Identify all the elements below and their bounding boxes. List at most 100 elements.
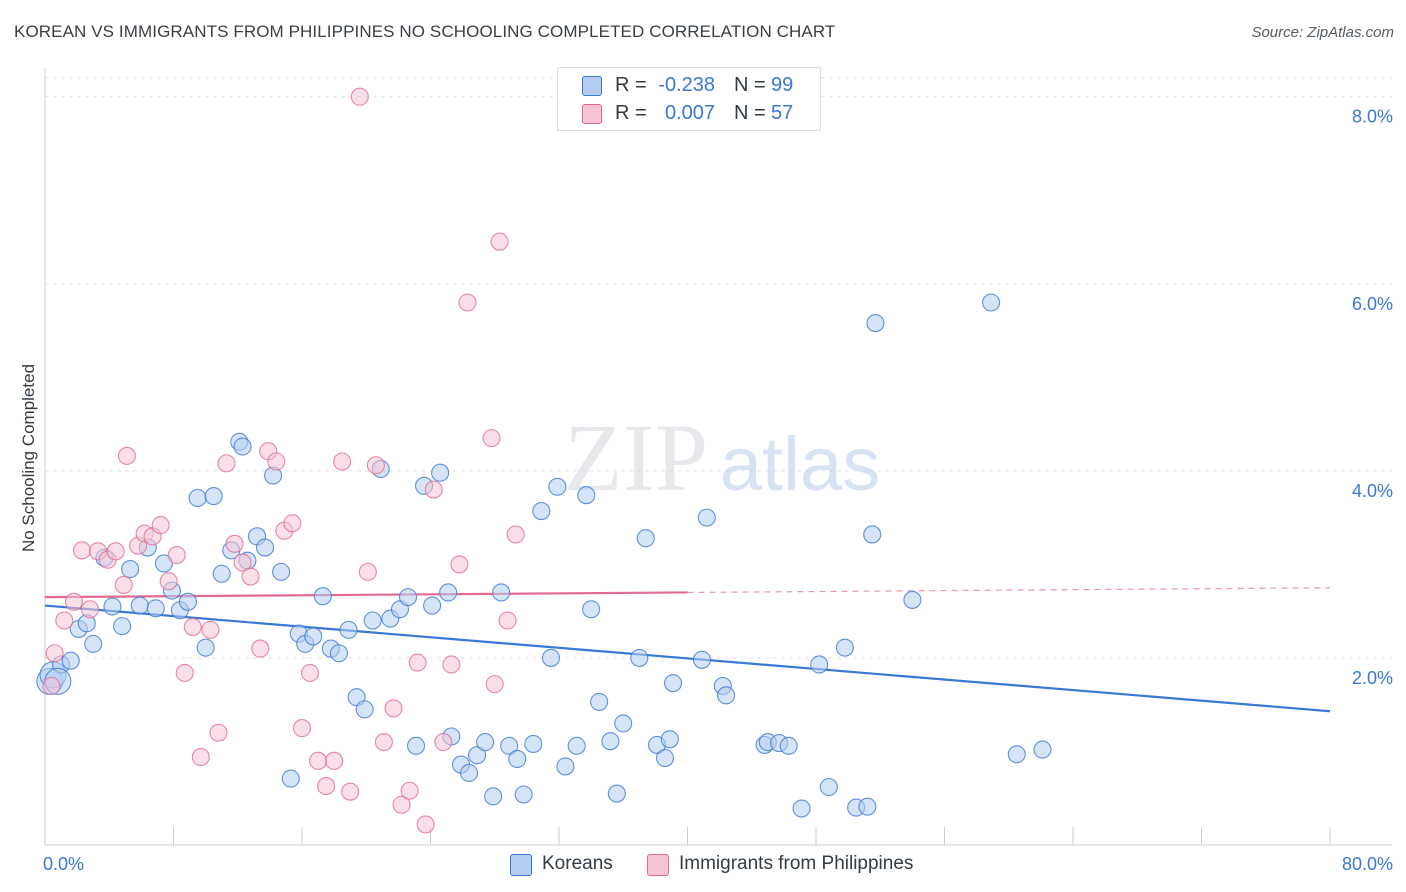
n-value: 57 <box>771 102 794 124</box>
philippines-point <box>424 480 443 499</box>
philippines-point <box>408 653 427 672</box>
korean-trend-line <box>44 604 1331 713</box>
stats-legend: R = -0.238 N = 99 R = 0.007 N = 57 <box>557 67 821 131</box>
korean-point <box>484 787 503 806</box>
korean-point <box>130 596 149 615</box>
legend-label-philippines: Immigrants from Philippines <box>679 853 914 874</box>
philippines-point <box>341 782 360 801</box>
legend-swatch-philippines <box>582 104 602 124</box>
korean-point <box>779 736 798 755</box>
korean-point <box>154 554 173 573</box>
philippines-point <box>283 514 302 533</box>
philippines-point <box>485 675 504 694</box>
philippines-point <box>55 611 74 630</box>
korean-point <box>982 293 1001 312</box>
korean-point <box>84 634 103 653</box>
korean-point <box>423 596 442 615</box>
y-tick-label: 4.0% <box>1352 481 1393 501</box>
watermark-atlas: atlas <box>720 422 881 507</box>
source-credit: Source: ZipAtlas.com <box>1251 24 1394 41</box>
philippines-point <box>490 232 509 251</box>
philippines-trend-extension <box>687 587 1331 594</box>
y-tick-label: 2.0% <box>1352 668 1393 688</box>
korean-point <box>548 477 567 496</box>
korean-point <box>339 620 358 639</box>
korean-point <box>655 748 675 768</box>
korean-point <box>406 736 426 755</box>
korean-point <box>697 508 716 527</box>
korean-point <box>468 746 487 765</box>
philippines-point <box>72 541 91 560</box>
korean-point <box>459 763 479 783</box>
korean-point <box>146 599 165 618</box>
y-axis-label: No Schooling Completed <box>19 364 38 552</box>
r-label: R = <box>615 102 647 124</box>
korean-point <box>582 600 601 619</box>
philippines-point <box>106 542 125 561</box>
korean-point <box>792 799 811 818</box>
philippines-point <box>325 751 344 770</box>
korean-point <box>439 583 458 602</box>
korean-point <box>281 769 300 788</box>
korean-point <box>663 674 683 693</box>
korean-point <box>866 314 885 333</box>
korean-point <box>607 784 626 803</box>
philippines-point <box>167 545 186 565</box>
philippines-point <box>233 553 252 572</box>
philippines-point <box>225 534 244 553</box>
korean-point <box>524 734 543 754</box>
korean-point <box>863 525 882 544</box>
philippines-point <box>241 567 260 586</box>
korean-point <box>514 785 533 804</box>
n-value: 99 <box>771 74 794 96</box>
korean-point <box>476 733 495 752</box>
korean-point <box>567 736 586 755</box>
korean-point <box>614 714 633 733</box>
korean-point <box>233 437 252 456</box>
y-tick-label: 6.0% <box>1352 294 1393 314</box>
korean-point <box>819 777 838 797</box>
korean-point <box>601 732 620 751</box>
korean-point <box>256 538 275 557</box>
philippines-point <box>374 733 393 752</box>
philippines-point <box>151 516 170 535</box>
tick-labels: 2.0% 4.0% 6.0% 8.0% 0.0% 80.0% <box>43 107 1393 874</box>
philippines-point <box>450 555 469 574</box>
n-label: N = <box>734 74 766 96</box>
series-legend: Koreans Immigrants from Philippines <box>0 851 1406 879</box>
korean-point <box>532 502 551 521</box>
korean-point <box>113 617 132 636</box>
legend-swatch-philippines <box>647 854 669 876</box>
korean-point <box>660 730 679 749</box>
n-label: N = <box>734 102 766 124</box>
korean-point <box>692 650 712 669</box>
korean-point <box>903 590 922 609</box>
philippines-point <box>366 456 385 475</box>
korean-point <box>363 611 382 630</box>
philippines-point <box>384 699 403 718</box>
philippines-point <box>45 644 64 663</box>
philippines-point <box>175 663 194 682</box>
r-value: 0.007 <box>664 102 715 124</box>
korean-point <box>630 648 649 667</box>
korean-point <box>398 588 418 607</box>
philippines-point <box>251 639 270 658</box>
philippines-point <box>416 815 435 834</box>
korean-point <box>716 686 736 705</box>
philippines-point <box>392 795 411 814</box>
philippines-point <box>300 663 320 682</box>
korean-point <box>103 597 122 616</box>
philippines-point <box>434 733 453 752</box>
philippines-point <box>442 655 461 674</box>
korean-point <box>858 797 877 816</box>
philippines-point <box>191 748 210 767</box>
korean-point <box>329 644 348 663</box>
r-value: -0.238 <box>658 74 715 96</box>
korean-point <box>212 564 231 583</box>
philippines-point <box>358 562 377 581</box>
korean-point <box>313 587 332 606</box>
philippines-point <box>159 572 178 591</box>
philippines-point <box>42 676 61 696</box>
legend-swatch-koreans <box>582 76 602 96</box>
